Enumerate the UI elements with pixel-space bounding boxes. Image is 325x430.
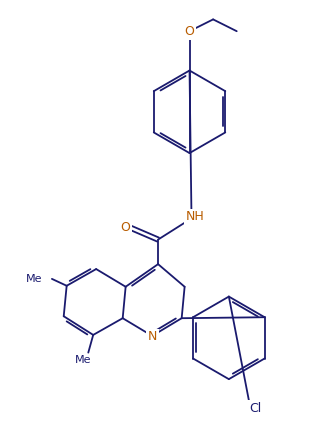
Text: Me: Me — [26, 274, 42, 284]
Text: N: N — [148, 330, 157, 344]
Text: Me: Me — [75, 356, 92, 365]
Text: O: O — [121, 221, 131, 234]
Text: NH: NH — [186, 210, 205, 224]
Text: Cl: Cl — [249, 402, 262, 415]
Text: O: O — [185, 25, 194, 38]
